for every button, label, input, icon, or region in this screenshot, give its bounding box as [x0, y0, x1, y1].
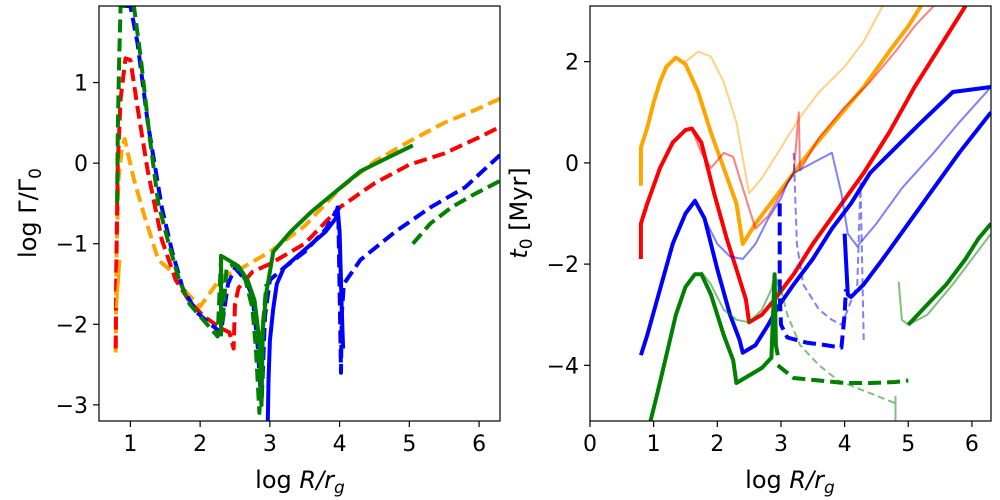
left-y-axis-label: log Γ/Γ0: [14, 168, 46, 258]
right-axes-frame: [589, 5, 992, 422]
left-y-tick-label: 0: [74, 152, 88, 177]
right-y-axis-label: t0 [Myr]: [505, 167, 537, 258]
right-series-group: [638, 6, 991, 421]
right-x-tick-label: 1: [647, 432, 661, 457]
left-x-tick-label: 4: [333, 432, 347, 457]
right-x-tick-label: 0: [583, 432, 597, 457]
right-series-blue-thin: [694, 86, 991, 260]
right-series-blue-dashed-thin: [792, 152, 865, 341]
left-axes-frame: [98, 5, 501, 422]
left-y-tick-label: 1: [74, 72, 88, 97]
left-series-group: [113, 6, 500, 421]
right-ticks: 0 1 2 3 4 5 6 2 0 −2 −4: [547, 51, 979, 457]
right-y-tick-label: −2: [547, 253, 579, 278]
left-panel: 1 2 3 4 5 6 1 0 −1 −2 −3 log R/rg log Γ/Γ0: [14, 5, 501, 498]
right-y-tick-label: 2: [565, 51, 579, 76]
right-x-tick-label: 2: [710, 432, 724, 457]
right-series-orange-thin: [672, 6, 884, 195]
left-series-blue-dashed: [123, 6, 500, 407]
right-series-blue-dashed: [777, 203, 848, 350]
right-x-tick-label: 4: [838, 432, 852, 457]
left-x-tick-label: 2: [193, 432, 207, 457]
right-panel: 0 1 2 3 4 5 6 2 0 −2 −4 log R/rg t0 [Myr]: [505, 5, 992, 498]
left-series-green-solid: [219, 143, 414, 407]
left-series-orange-dashed: [113, 96, 500, 353]
right-series-red-thick: [638, 6, 968, 325]
left-series-orange-solid-short: [114, 259, 122, 309]
left-y-tick-label: −1: [56, 233, 88, 258]
right-series-green-right-thick: [906, 222, 991, 327]
left-series-green-dashed-lower: [411, 179, 500, 246]
left-series-blue-solid: [265, 205, 346, 421]
right-series-green-dashed: [776, 363, 909, 385]
right-series-green-thick: [648, 272, 780, 421]
right-series-green-right-thin: [897, 233, 991, 326]
right-x-tick-label: 5: [901, 432, 915, 457]
left-y-tick-label: −2: [56, 313, 88, 338]
right-series-green-dashed-thin: [780, 289, 896, 405]
right-y-tick-label: −4: [547, 354, 579, 379]
left-series-red-dashed: [113, 56, 500, 351]
left-ticks: 1 2 3 4 5 6 1 0 −1 −2 −3: [56, 72, 487, 457]
right-series-blue-thick-right: [842, 111, 991, 299]
left-x-tick-label: 5: [402, 432, 416, 457]
left-series-green-dashed-upper: [115, 6, 269, 415]
right-x-tick-label: 3: [774, 432, 788, 457]
left-x-tick-label: 3: [263, 432, 277, 457]
right-y-tick-label: 0: [565, 152, 579, 177]
right-x-axis-label: log R/rg: [745, 466, 835, 498]
left-x-axis-label: log R/rg: [255, 466, 345, 498]
left-y-tick-label: −3: [56, 394, 88, 419]
left-x-tick-label: 6: [472, 432, 486, 457]
right-series-blue-thick: [638, 85, 991, 356]
right-x-tick-label: 6: [965, 432, 979, 457]
right-series-orange-thick: [638, 6, 923, 246]
left-x-tick-label: 1: [123, 432, 137, 457]
